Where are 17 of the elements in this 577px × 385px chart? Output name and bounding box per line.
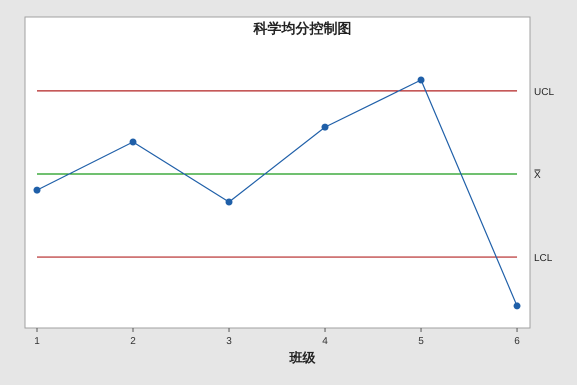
point <box>34 186 40 194</box>
x-tick-label: 6 <box>514 336 520 347</box>
chart-title: 科学均分控制图 <box>252 20 352 36</box>
point <box>418 76 425 84</box>
x-axis-title: 班级 <box>288 350 316 365</box>
x-tick-label: 2 <box>130 336 136 347</box>
x-tick-label: 5 <box>418 336 424 347</box>
x-tick-label: 1 <box>34 336 40 347</box>
point <box>130 138 137 146</box>
x-tick-label: 4 <box>322 336 328 347</box>
ref-line-label: X̿ <box>534 168 541 181</box>
point <box>322 124 329 131</box>
point <box>514 302 521 310</box>
ref-line-label: UCL <box>534 86 554 98</box>
point <box>226 198 233 206</box>
ref-line-label: LCL <box>534 253 553 264</box>
x-tick-label: 3 <box>226 336 232 347</box>
